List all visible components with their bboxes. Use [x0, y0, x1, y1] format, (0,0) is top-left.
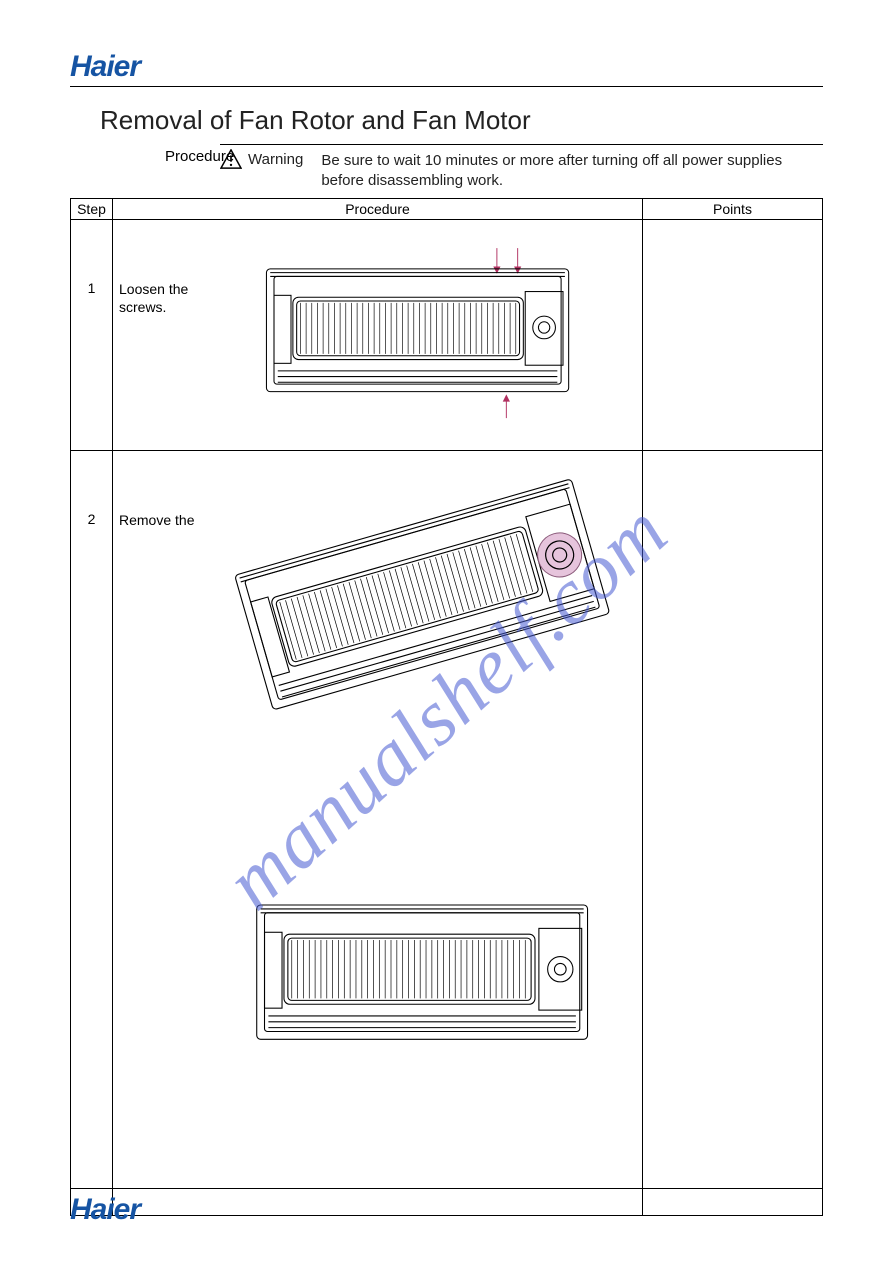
step-diagram [213, 219, 643, 450]
brand-logo-top: Haier [70, 50, 823, 87]
step-text: Loosen the screws. [113, 219, 213, 450]
step-diagram [213, 450, 643, 1215]
procedure-label: Procedure [165, 148, 234, 165]
col-header-points: Points [643, 198, 823, 219]
brand-logo-bottom: Haier [70, 1188, 823, 1227]
warning-label: Warning [248, 149, 303, 168]
table-row: 1 Loosen the screws. [71, 219, 823, 450]
step-number: 2 [71, 450, 113, 1215]
step-text: Remove the [113, 450, 213, 1215]
procedure-table: Step Procedure Points 1 Loosen the screw… [70, 198, 823, 1216]
warning-text: Be sure to wait 10 minutes or more after… [321, 149, 823, 192]
step-points [643, 450, 823, 1215]
page-title: Removal of Fan Rotor and Fan Motor [100, 105, 823, 136]
warning-bar: Warning Be sure to wait 10 minutes or mo… [220, 144, 823, 198]
step-points [643, 219, 823, 450]
col-header-procedure: Procedure [113, 198, 643, 219]
col-header-step: Step [71, 198, 113, 219]
step-number: 1 [71, 219, 113, 450]
table-row: 2 Remove the [71, 450, 823, 1215]
